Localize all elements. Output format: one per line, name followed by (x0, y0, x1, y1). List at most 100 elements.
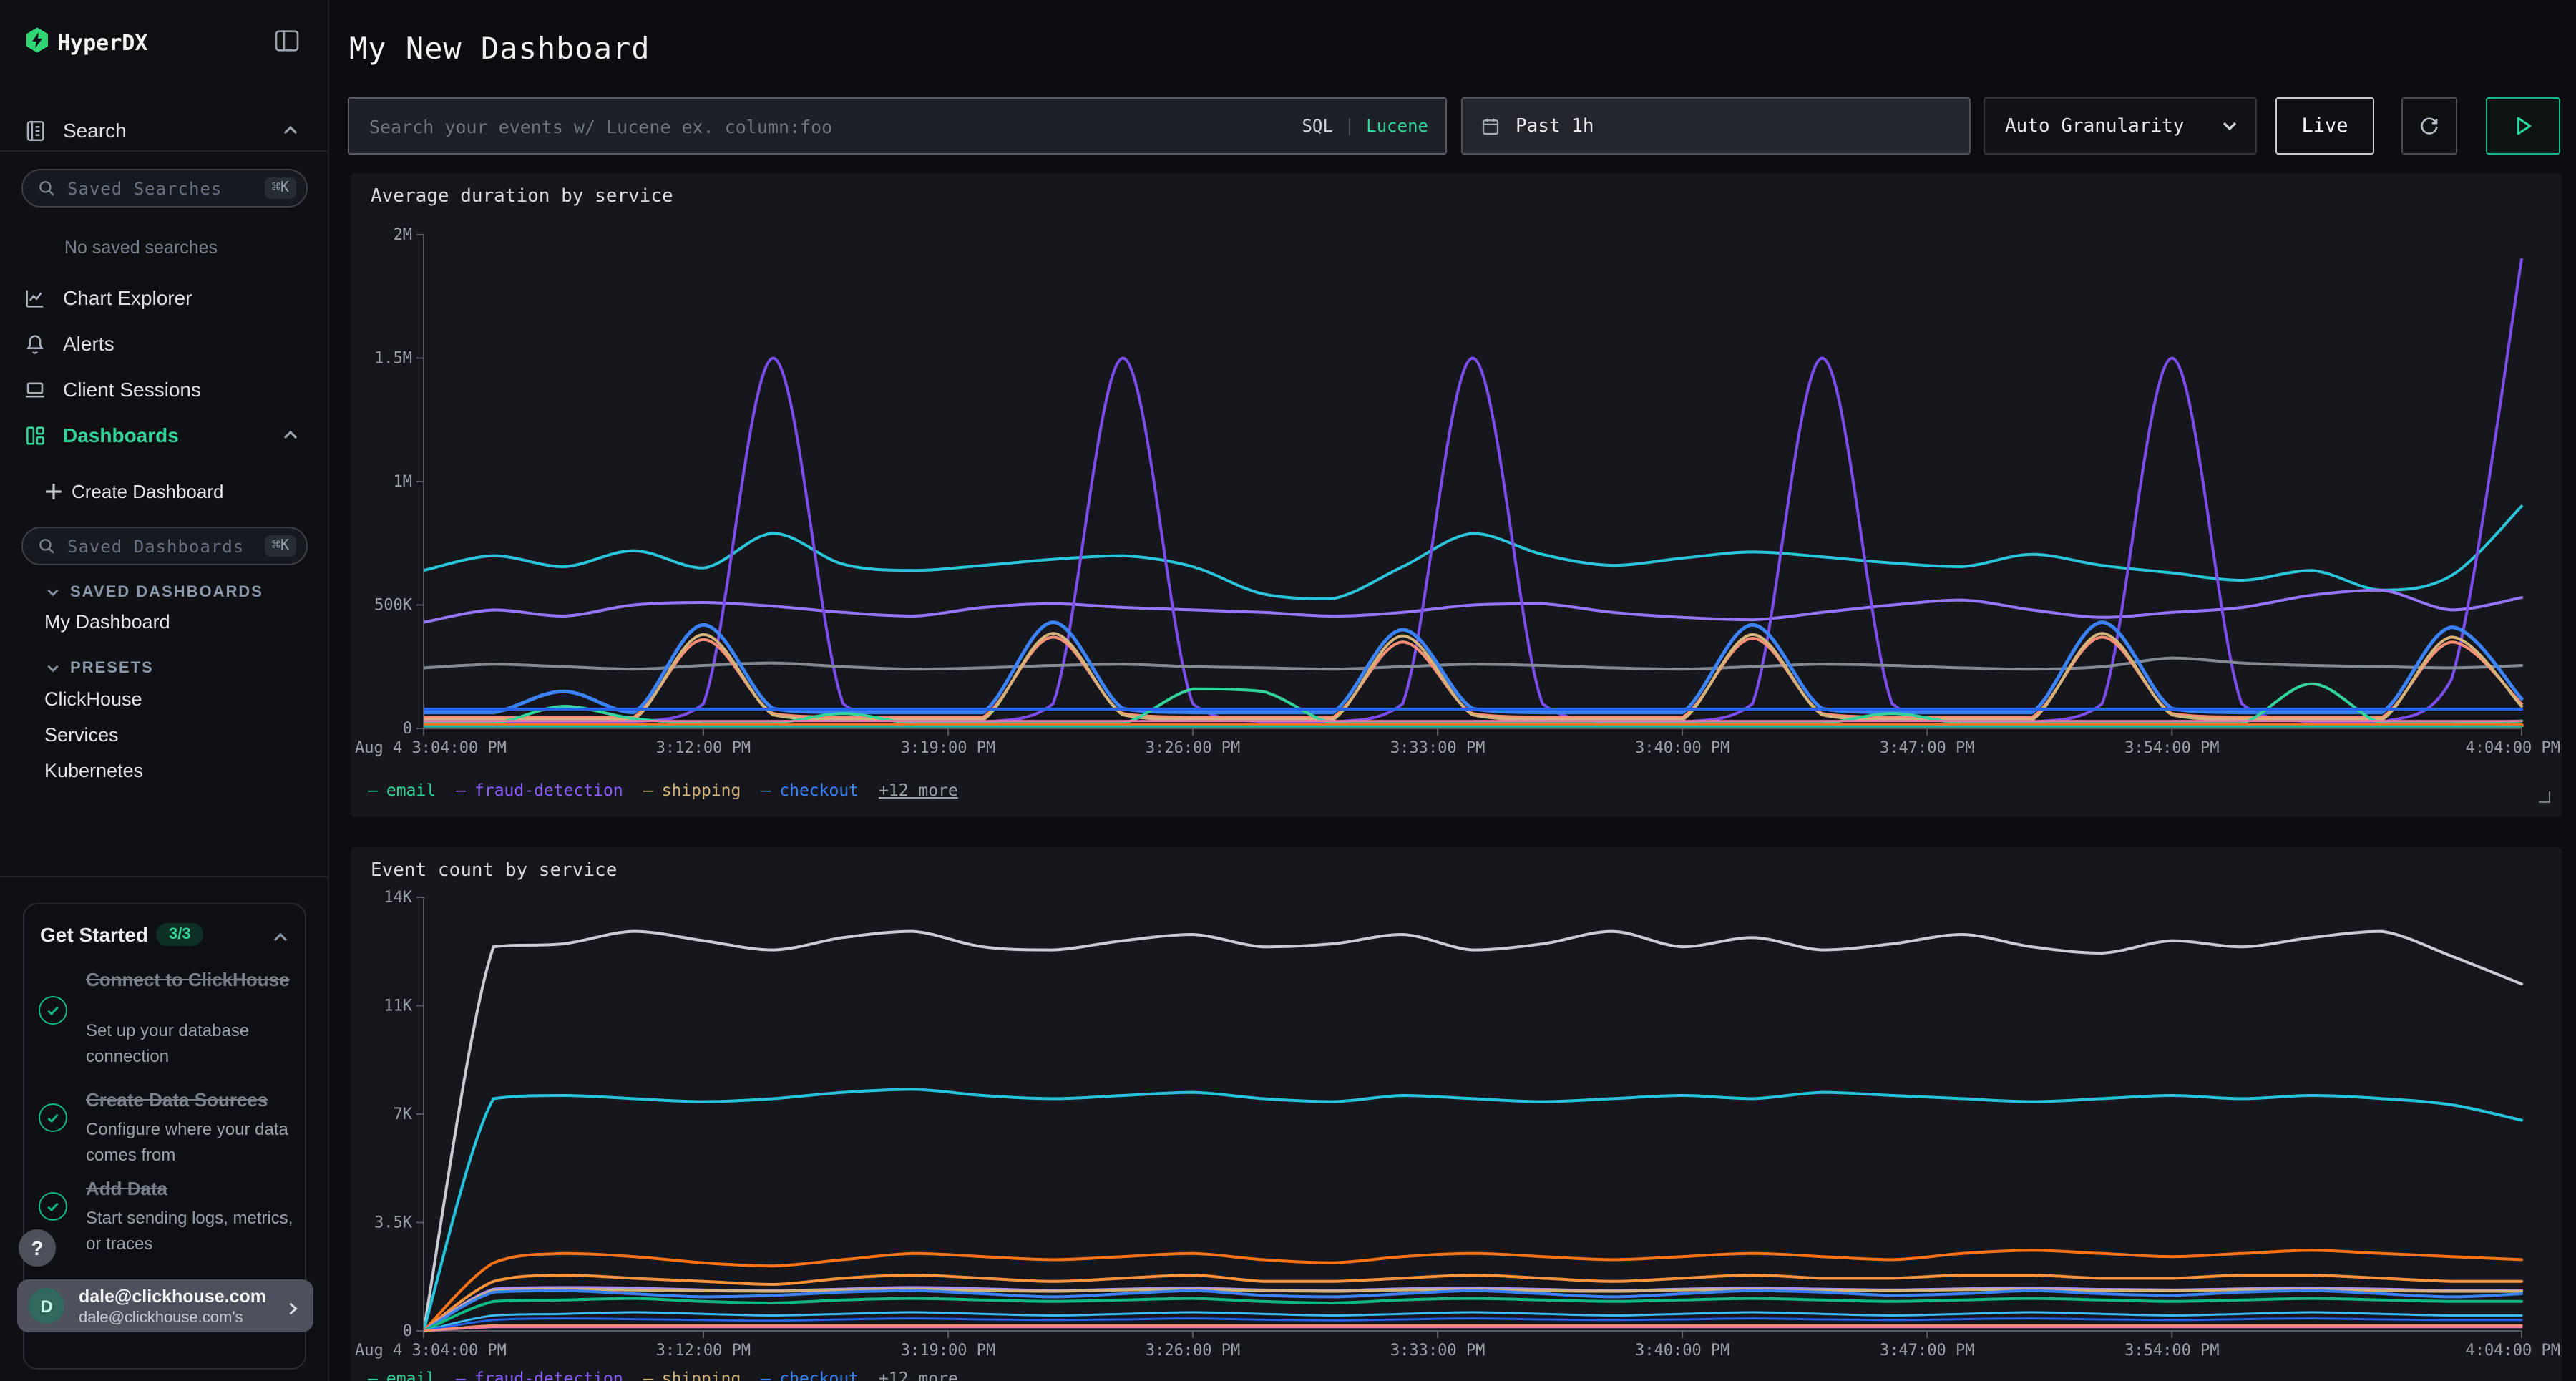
refresh-button[interactable] (2401, 97, 2457, 155)
legend-item[interactable]: — shipping (643, 1368, 741, 1381)
section-presets[interactable]: PRESETS (46, 660, 154, 677)
series-line (424, 258, 2523, 724)
sidebar-item-label: Client Sessions (63, 378, 201, 401)
chart-legend: — email — fraud-detection — shipping — checkout… (368, 1368, 958, 1381)
chevron-up-icon[interactable] (272, 927, 289, 945)
help-button[interactable]: ? (19, 1229, 56, 1267)
chevron-down-icon (2223, 122, 2237, 131)
app-title: HyperDX (57, 30, 148, 56)
get-started-item-subtitle: Configure where your data comes from (86, 1119, 288, 1164)
sidebar-item-client-sessions[interactable]: Client Sessions (0, 372, 329, 406)
x-tick-label: 3:33:00 PM (1390, 739, 1485, 757)
event-count-chart[interactable]: 14K 11K 7K 3.5K 0 Aug 4 3:04:00 PM 3:12:00 PM 3… (351, 847, 2562, 1381)
legend-item[interactable]: — email (368, 780, 436, 800)
sidebar-item-services[interactable]: Services (44, 724, 119, 746)
get-started-item-subtitle: Start sending logs, metrics, or traces (86, 1208, 293, 1253)
x-tick-label: 3:54:00 PM (2124, 1342, 2219, 1360)
user-team-name: dale@clickhouse.com's (79, 1309, 243, 1327)
legend-item[interactable]: — fraud-detection (456, 780, 623, 800)
x-tick-label: 3:12:00 PM (656, 1342, 751, 1360)
series-line (424, 632, 2523, 722)
check-circle-icon (39, 1103, 67, 1132)
collapse-sidebar-icon[interactable] (275, 30, 299, 52)
divider (0, 150, 329, 152)
run-query-button[interactable] (2486, 97, 2560, 155)
x-tick-label: 3:19:00 PM (901, 739, 995, 757)
legend-item[interactable]: — shipping (643, 780, 741, 800)
sidebar-item-alerts[interactable]: Alerts (0, 326, 329, 361)
y-tick-label: 0 (403, 1322, 412, 1340)
time-range-picker[interactable]: Past 1h (1461, 97, 1971, 155)
search-icon (37, 179, 56, 197)
x-tick-label: Aug 4 3:04:00 PM (355, 1342, 507, 1360)
panel-resize-handle[interactable] (2539, 791, 2550, 803)
user-email: dale@clickhouse.com (79, 1287, 266, 1307)
get-started-progress-badge: 3/3 (156, 923, 204, 946)
y-tick-label: 0 (403, 720, 412, 738)
chart-legend: — email — fraud-detection — shipping — checkout… (368, 780, 958, 800)
legend-more-link[interactable]: +12 more (879, 780, 958, 800)
series-line (424, 1273, 2523, 1332)
x-tick-label: 4:04:00 PM (2466, 1342, 2560, 1360)
sql-mode-toggle[interactable]: SQL (1302, 116, 1333, 136)
legend-item[interactable]: — checkout (761, 1368, 859, 1381)
y-tick-label: 14K (384, 889, 412, 907)
sidebar-item-dashboards[interactable]: Dashboards (0, 418, 329, 452)
search-icon (37, 537, 56, 555)
series-line (424, 1326, 2523, 1332)
granularity-select[interactable]: Auto Granularity (1984, 97, 2257, 155)
get-started-item-title[interactable]: Create Data Sources (86, 1089, 268, 1111)
series-line (424, 504, 2523, 600)
legend-more-link[interactable]: +12 more (879, 1368, 958, 1381)
y-tick-label: 1M (394, 473, 413, 491)
legend-item[interactable]: — fraud-detection (456, 1368, 623, 1381)
chevron-down-icon (47, 589, 59, 597)
x-tick-label: 3:19:00 PM (901, 1342, 995, 1360)
get-started-item-subtitle: Set up your database connection (86, 1020, 250, 1065)
mode-divider: | (1344, 116, 1355, 136)
saved-searches-input[interactable]: Saved Searches ⌘K (21, 169, 308, 208)
refresh-icon (2421, 117, 2438, 134)
series-line (424, 1297, 2523, 1332)
x-tick-label: 3:26:00 PM (1146, 739, 1240, 757)
chevron-down-icon (47, 665, 59, 673)
sidebar-item-chart-explorer[interactable]: Chart Explorer (0, 280, 329, 315)
sidebar-item-clickhouse[interactable]: ClickHouse (44, 688, 142, 710)
divider (0, 876, 329, 877)
live-button[interactable]: Live (2275, 97, 2374, 155)
user-account-chip[interactable]: D dale@clickhouse.com dale@clickhouse.co… (17, 1279, 313, 1332)
saved-dashboards-input[interactable]: Saved Dashboards ⌘K (21, 527, 308, 565)
legend-item[interactable]: — email (368, 1368, 436, 1381)
chart-panel-avg-duration: Average duration by service 2M 1.5M 1M 500K… (351, 173, 2562, 817)
sidebar: HyperDX Search Saved Searches ⌘K No save… (0, 0, 329, 1381)
y-tick-label: 500K (374, 597, 413, 615)
check-circle-icon (39, 996, 67, 1025)
sidebar-item-label: Alerts (63, 332, 114, 355)
sidebar-item-search[interactable]: Search (0, 113, 329, 147)
sidebar-item-my-dashboard[interactable]: My Dashboard (44, 611, 170, 633)
series-line (424, 1289, 2523, 1332)
y-tick-label: 11K (384, 997, 412, 1015)
chart-title: Average duration by service (371, 186, 673, 208)
event-search-input[interactable]: Search your events w/ Lucene ex. column:… (348, 97, 1447, 155)
section-saved-dashboards[interactable]: SAVED DASHBOARDS (46, 584, 263, 601)
get-started-item-title[interactable]: Add Data (86, 1178, 168, 1199)
chevron-up-icon (282, 426, 299, 444)
x-tick-label: 3:33:00 PM (1390, 1342, 1485, 1360)
y-tick-label: 3.5K (374, 1214, 413, 1232)
x-tick-label: 4:04:00 PM (2466, 739, 2560, 757)
sidebar-item-label: Search (63, 119, 127, 142)
section-label: PRESETS (70, 660, 154, 677)
sidebar-item-kubernetes[interactable]: Kubernetes (44, 760, 144, 781)
lucene-mode-toggle[interactable]: Lucene (1366, 116, 1428, 136)
create-dashboard-button[interactable]: Create Dashboard (0, 475, 329, 507)
series-line (424, 588, 2523, 624)
calendar-icon (1482, 117, 1499, 135)
get-started-item-title[interactable]: Connect to ClickHouse (86, 969, 290, 990)
create-dashboard-label: Create Dashboard (72, 480, 224, 502)
legend-item[interactable]: — checkout (761, 780, 859, 800)
laptop-icon (23, 377, 47, 401)
x-tick-label: 3:40:00 PM (1635, 1342, 1729, 1360)
